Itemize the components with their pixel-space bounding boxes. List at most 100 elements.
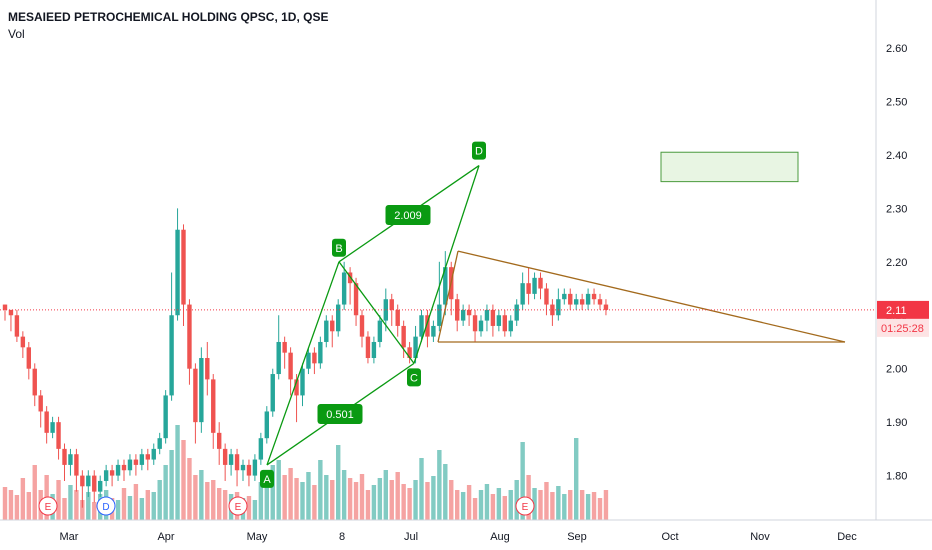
candle-body	[74, 454, 79, 476]
pattern-point-label: D	[475, 146, 483, 158]
volume-bar	[532, 488, 537, 520]
volume-bar	[514, 480, 519, 520]
candle-body	[109, 470, 115, 476]
volume-bar	[443, 464, 448, 520]
volume-bar	[449, 480, 454, 520]
volume-bar	[568, 490, 573, 520]
candle-body	[365, 336, 371, 359]
candle-body	[460, 309, 466, 321]
volume-bar	[574, 438, 579, 520]
volume-bar	[222, 490, 228, 520]
candle-body	[562, 293, 567, 300]
candles	[2, 208, 609, 508]
volume-bar	[413, 480, 418, 520]
x-tick-label: Apr	[157, 531, 174, 543]
candle-body	[556, 299, 561, 316]
volume-bar	[2, 487, 8, 520]
x-tick-label: Aug	[490, 531, 510, 543]
candle-body	[353, 283, 359, 316]
volume-bar	[169, 450, 174, 520]
candle-body	[443, 267, 448, 305]
volume-bar	[496, 488, 502, 520]
candle-body	[318, 341, 323, 364]
candle-body	[133, 459, 139, 465]
volume-bar	[466, 485, 472, 520]
candle-body	[484, 309, 490, 321]
candle-body	[50, 422, 55, 433]
volume-bar	[62, 498, 67, 520]
candle-body	[80, 475, 85, 487]
target-zone	[660, 151, 799, 183]
x-tick-label: Nov	[750, 531, 770, 543]
countdown-tag	[877, 318, 929, 337]
x-tick-label: Oct	[661, 531, 678, 543]
volume-bar	[353, 482, 359, 520]
candle-body	[127, 459, 133, 471]
event-marker	[38, 496, 58, 516]
candle-body	[252, 459, 258, 476]
candle-body	[574, 299, 579, 305]
candle-body	[520, 283, 525, 305]
event-marker-label: E	[45, 502, 52, 513]
volume-bar	[336, 445, 341, 520]
volume-bar	[377, 478, 383, 520]
candle-body	[526, 283, 531, 294]
candle-body	[258, 438, 264, 460]
volume-bar	[217, 488, 222, 520]
candle-body	[145, 454, 150, 460]
triangle-left-line	[437, 250, 459, 343]
candle-body	[294, 379, 299, 396]
y-tick-label: 2.50	[886, 96, 907, 108]
candle-body	[306, 352, 311, 369]
candle-body	[324, 320, 329, 342]
y-tick-label: 1.90	[886, 417, 907, 429]
volume-bar	[68, 485, 73, 520]
pattern-point-box	[407, 368, 421, 387]
volume-bar	[544, 482, 549, 520]
y-tick-label: 1.80	[886, 471, 907, 483]
volume-bar	[252, 500, 258, 520]
candle-body	[211, 379, 216, 433]
x-tick-label: May	[247, 531, 268, 543]
x-tick-label: Jul	[404, 531, 418, 543]
candle-body	[401, 325, 406, 348]
volume-bar	[437, 450, 442, 520]
volume-bar	[199, 470, 204, 520]
volume-bar	[484, 484, 490, 520]
volume-bar	[579, 490, 585, 520]
candle-body	[32, 368, 37, 396]
candle-body	[538, 277, 543, 289]
y-tick-label: 2.40	[886, 150, 907, 162]
candle-body	[472, 315, 478, 332]
candle-body	[62, 448, 67, 465]
volume-bar	[472, 498, 478, 520]
candle-body	[157, 438, 162, 449]
triangle-upper-line	[457, 250, 846, 343]
volume-bar	[127, 496, 133, 520]
volume-bar	[425, 482, 430, 520]
volume-bar	[562, 494, 567, 520]
candle-body	[377, 320, 383, 342]
volume-bar	[324, 475, 329, 520]
volume-bar	[115, 500, 121, 520]
pattern-point-label: C	[410, 372, 418, 384]
volume-bar	[597, 498, 603, 520]
volume-bar	[175, 425, 180, 520]
volume-bar	[300, 482, 305, 520]
candle-body	[603, 304, 609, 310]
candle-body	[490, 309, 496, 326]
volume-bar	[181, 440, 186, 520]
volume-bar	[163, 465, 168, 520]
candle-body	[14, 315, 20, 337]
volume-bar	[460, 492, 466, 520]
volume-bar	[288, 468, 293, 520]
candle-body	[193, 368, 198, 423]
candle-body	[115, 464, 121, 476]
candle-body	[514, 304, 519, 321]
volume-bar	[86, 492, 91, 520]
candle-body	[502, 315, 507, 332]
ratio-box	[385, 205, 431, 225]
candle-body	[597, 299, 603, 305]
volume-bar	[26, 492, 31, 520]
